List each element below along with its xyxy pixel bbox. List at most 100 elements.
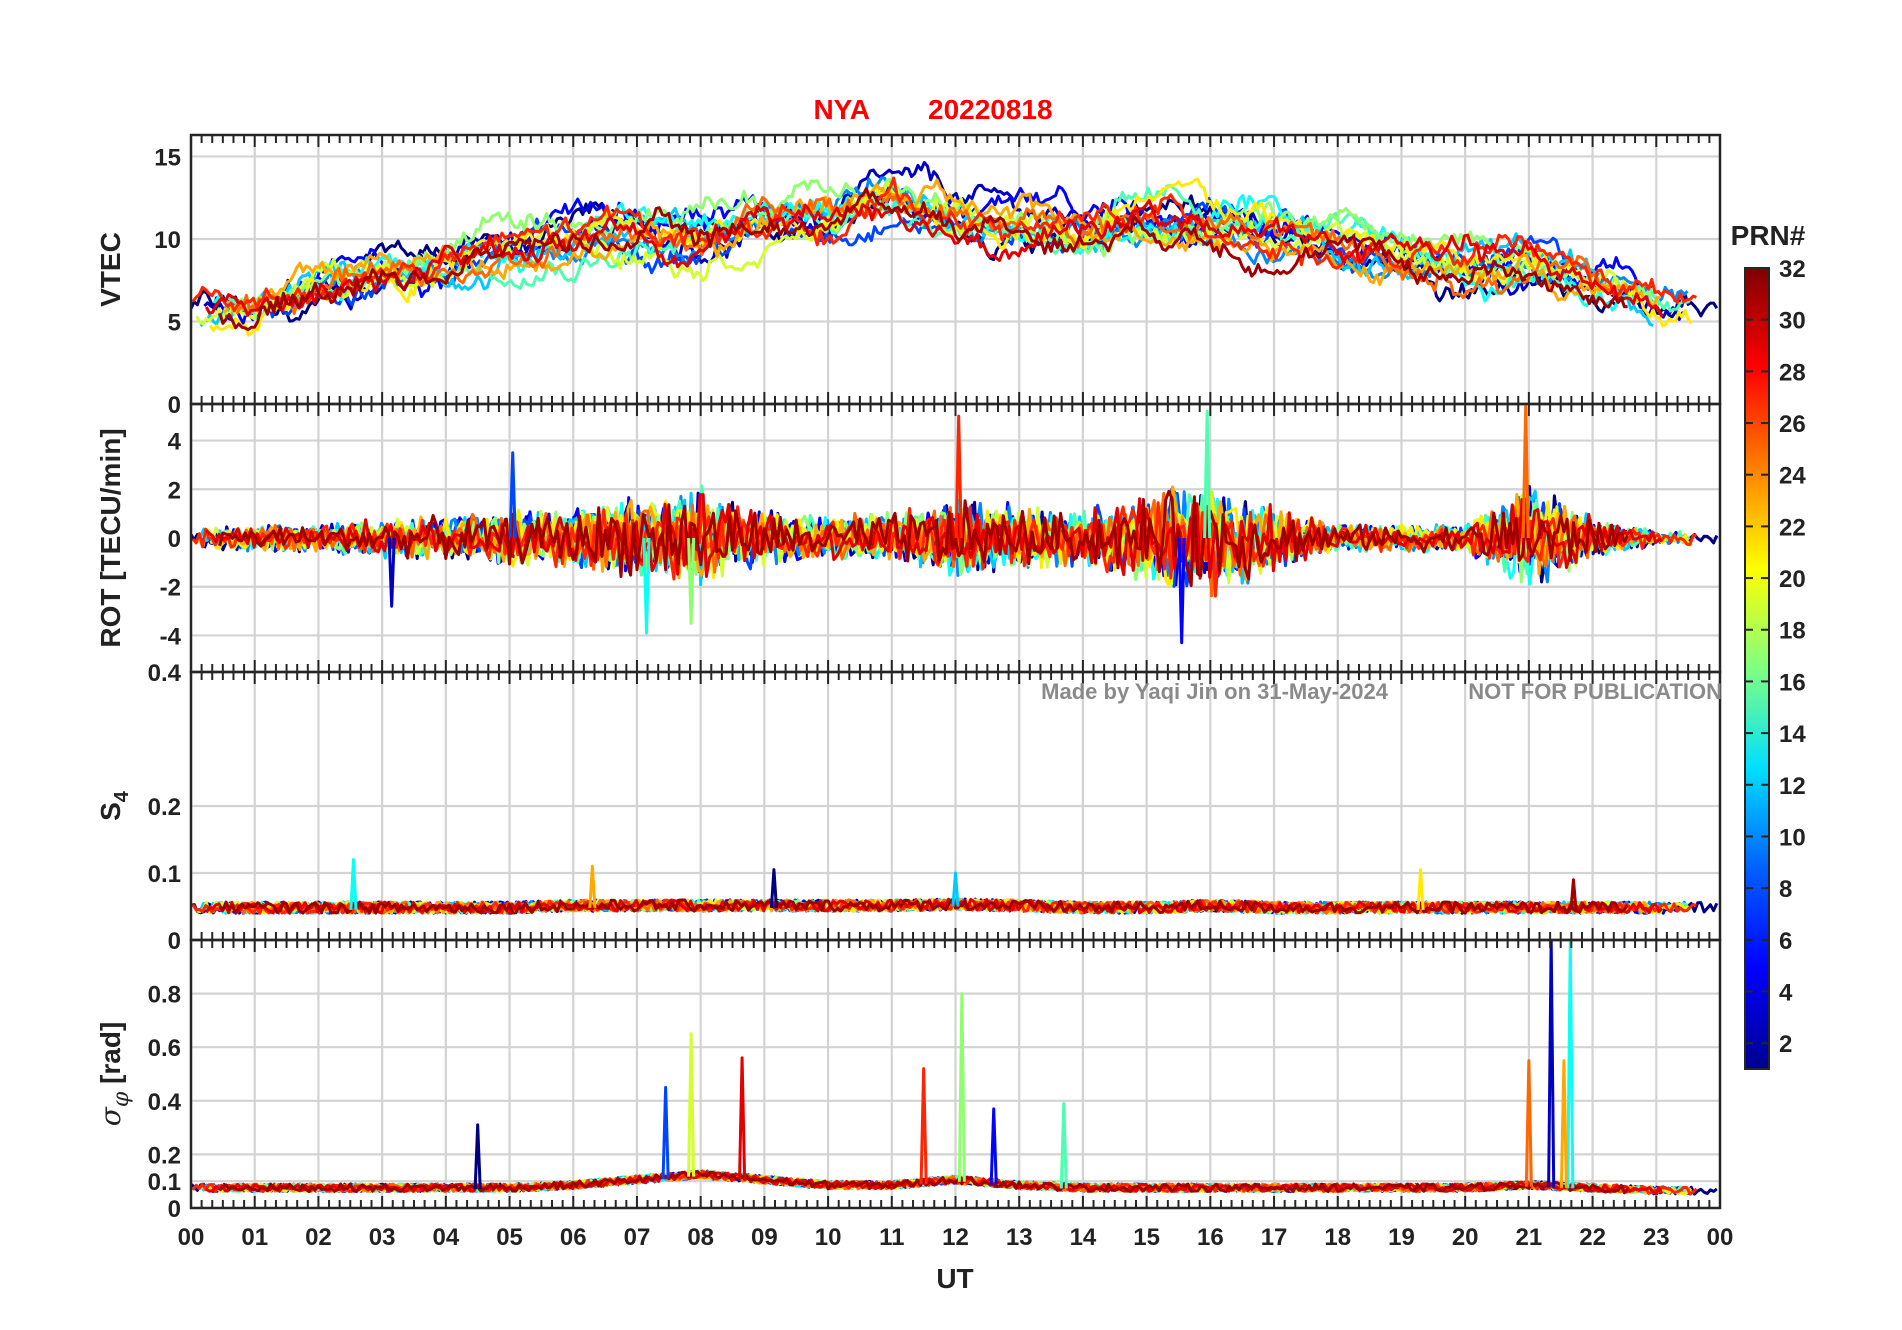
spike-sigma_phi-10: [1559, 1059, 1568, 1189]
spike-s4-1: [588, 864, 597, 908]
spike-sigma_phi-11: [473, 1123, 482, 1190]
series-group-s4: [191, 858, 1719, 915]
xtick-5: 05: [496, 1224, 523, 1251]
xtick-2: 02: [305, 1224, 332, 1251]
colorbar-tick-13: 28: [1779, 359, 1806, 386]
spike-s4-4: [1416, 868, 1425, 910]
series-prn-29-vtec: [204, 199, 1664, 318]
xtick-6: 06: [560, 1224, 587, 1251]
ylabel-s4: S4: [95, 790, 133, 821]
ytick-vtec-1: 5: [168, 309, 181, 336]
watermark-notice: NOT FOR PUBLICATION: [1468, 679, 1722, 704]
spike-rot-2: [954, 414, 963, 539]
spike-rot-0: [508, 451, 517, 539]
colorbar-tick-6: 14: [1779, 721, 1806, 748]
ytick-s4-2: 0.2: [148, 794, 181, 821]
panel-vtec: 0 5 10 15 VTEC: [95, 133, 1722, 419]
colorbar-tick-12: 26: [1779, 411, 1806, 438]
colorbar-tick-3: 8: [1779, 876, 1792, 903]
series-group-vtec: [191, 161, 1719, 337]
ytick-rot-0: -4: [160, 623, 182, 650]
ytick-vtec-0: 0: [168, 392, 181, 419]
xtick-1: 01: [241, 1224, 268, 1251]
series-prn-31-vtec: [218, 187, 1628, 332]
colorbar-label: PRN#: [1731, 220, 1806, 251]
colorbar-tick-5: 12: [1779, 773, 1806, 800]
panel-rot: -4 -2 0 2 4 ROT [TECU/min]: [95, 402, 1722, 674]
ytick-sigma_phi-0: 0: [168, 1196, 181, 1223]
series-prn-31-rot: [218, 489, 1629, 588]
xtick-8: 08: [687, 1224, 714, 1251]
ytick-rot-3: 2: [168, 477, 181, 504]
ylabel-vtec: VTEC: [95, 232, 126, 307]
series-prn-31-s4: [218, 898, 1629, 915]
colorbar-tick-8: 18: [1779, 618, 1806, 645]
colorbar-tick-7: 16: [1779, 669, 1806, 696]
spike-rot-7: [642, 537, 651, 635]
colorbar-tick-9: 20: [1779, 566, 1806, 593]
series-group-rot: [191, 404, 1719, 645]
colorbar-tick-0: 2: [1779, 1031, 1792, 1058]
xtick-11: 11: [879, 1224, 904, 1251]
ylabel-sigma_phi: σφ [rad]: [94, 1022, 134, 1127]
panel-sigma_phi: 00.10.2 0.4 0.6 0.8 σφ [rad]: [94, 938, 1722, 1223]
xtick-18: 18: [1324, 1224, 1351, 1251]
ytick-s4-3: 0.4: [148, 660, 182, 687]
xtick-22: 22: [1579, 1224, 1606, 1251]
colorbar-tick-10: 22: [1779, 514, 1806, 541]
ytick-s4-1: 0.1: [148, 861, 181, 888]
ytick-rot-4: 4: [168, 429, 182, 456]
xtick-21: 21: [1516, 1224, 1543, 1251]
xtick-10: 10: [815, 1224, 842, 1251]
ytick-vtec-3: 15: [154, 144, 181, 171]
xtick-14: 14: [1070, 1224, 1097, 1251]
ytick-sigma_phi-5: 0.8: [148, 982, 181, 1009]
xtick-24: 00: [1707, 1224, 1734, 1251]
xtick-7: 07: [624, 1224, 651, 1251]
spike-rot-3: [1177, 537, 1186, 645]
ytick-sigma_phi-4: 0.6: [148, 1035, 181, 1062]
xtick-12: 12: [942, 1224, 969, 1251]
ytick-vtec-2: 10: [154, 227, 181, 254]
spike-s4-2: [769, 868, 778, 908]
xtick-4: 04: [432, 1224, 459, 1251]
colorbar-tick-4: 10: [1779, 824, 1806, 851]
xtick-23: 23: [1643, 1224, 1670, 1251]
spike-sigma_phi-3: [957, 992, 966, 1182]
ytick-sigma_phi-1: 0.1: [148, 1169, 181, 1196]
xtick-3: 03: [369, 1224, 396, 1251]
ytick-sigma_phi-2: 0.2: [148, 1142, 181, 1169]
xtick-16: 16: [1197, 1224, 1224, 1251]
ytick-rot-1: -2: [160, 575, 181, 602]
spike-s4-5: [1569, 878, 1578, 910]
spike-sigma_phi-0: [687, 1032, 696, 1177]
chart-title-station: NYA: [813, 94, 870, 125]
xtick-15: 15: [1133, 1224, 1160, 1251]
colorbar-tick-15: 32: [1779, 256, 1806, 283]
ylabel-rot: ROT [TECU/min]: [95, 428, 126, 647]
x-axis-label: UT: [936, 1263, 973, 1294]
spike-sigma_phi-9: [1566, 940, 1575, 1189]
colorbar-tick-2: 6: [1779, 928, 1792, 955]
series-prn-31-sigma_phi: [218, 1170, 1629, 1195]
spike-sigma_phi-6: [1059, 1101, 1068, 1189]
spike-rot-4: [1203, 409, 1212, 539]
spike-sigma_phi-1: [738, 1056, 747, 1180]
xtick-0: 00: [178, 1224, 205, 1251]
ytick-s4-0: 0: [168, 928, 181, 955]
xtick-19: 19: [1388, 1224, 1415, 1251]
series-group-sigma_phi: [191, 940, 1718, 1196]
ytick-sigma_phi-3: 0.4: [148, 1089, 182, 1116]
spike-s4-3: [951, 871, 960, 907]
spike-s4-0: [349, 858, 358, 910]
spike-rot-6: [387, 537, 396, 608]
colorbar-tick-14: 30: [1779, 308, 1806, 335]
chart-title-date: 20220818: [928, 94, 1053, 125]
ytick-rot-2: 0: [168, 526, 181, 553]
xtick-9: 09: [751, 1224, 778, 1251]
panel-s4: 0 0.1 0.2 0.4 S4: [95, 660, 1722, 955]
